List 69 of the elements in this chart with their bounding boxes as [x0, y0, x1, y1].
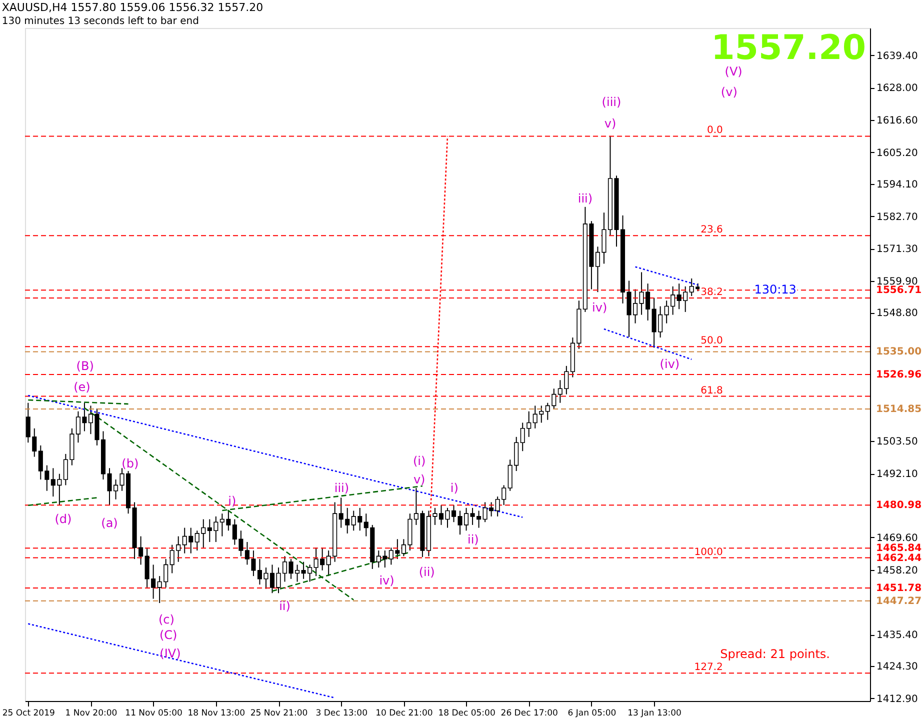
x-tick-label: 10 Dec 21:00 — [376, 708, 433, 718]
ref-line-label: 1465.84 — [876, 543, 922, 554]
x-tick-label: 3 Dec 13:00 — [316, 708, 368, 718]
annotation: iv) — [379, 574, 394, 588]
annotation: (V) — [724, 64, 742, 79]
annotation: iii) — [578, 191, 593, 206]
y-tick-label: 1412.90 — [876, 694, 918, 705]
chart-subtitle: 130 minutes 13 seconds left to bar end — [2, 16, 199, 27]
annotation: (iii) — [602, 95, 622, 110]
y-tick-label: 1582.70 — [876, 212, 918, 223]
annotation: 127.2 — [694, 662, 723, 674]
y-tick-label: 1435.40 — [876, 630, 918, 642]
annotation: (d) — [54, 512, 72, 526]
annotation: (b) — [122, 456, 139, 471]
annotation: 50.0 — [700, 336, 723, 347]
chart-title: XAUUSD,H4 1557.80 1559.06 1556.32 1557.20 — [2, 1, 264, 14]
x-tick-label: 6 Jan 05:00 — [568, 708, 616, 718]
x-tick-label: 26 Dec 17:00 — [500, 708, 558, 718]
y-tick-label: 1503.50 — [876, 436, 918, 448]
ref-line-label: 1514.85 — [876, 404, 922, 415]
annotation: (iv) — [660, 357, 680, 372]
y-tick-label: 1458.20 — [876, 565, 918, 576]
ref-line-label: 1556.71 — [876, 285, 922, 296]
y-tick-label: 1605.20 — [876, 148, 918, 159]
annotation: (B) — [76, 358, 94, 373]
x-tick-label: 18 Nov 13:00 — [188, 708, 246, 718]
y-tick-label: 1594.10 — [876, 179, 918, 190]
ref-line-label: 1451.78 — [876, 583, 922, 594]
annotation: (i) — [412, 454, 426, 468]
y-tick-label: 1628.00 — [876, 83, 918, 94]
annotation: 38.2 — [700, 287, 723, 298]
ref-line-label: 1447.27 — [876, 596, 922, 607]
annotation: i) — [228, 494, 236, 508]
annotation: v) — [604, 116, 616, 130]
y-tick-label: 1548.80 — [876, 308, 918, 320]
x-tick-label: 13 Jan 13:00 — [628, 708, 682, 718]
annotation: (e) — [74, 380, 90, 394]
y-tick-label: 1616.60 — [876, 116, 918, 127]
annotation: (C) — [159, 628, 178, 642]
ref-line-label: 1526.96 — [876, 370, 922, 381]
annotation: 23.6 — [700, 224, 723, 236]
annotation: (c) — [158, 612, 174, 626]
annotation: i) — [450, 481, 458, 496]
annotation: (IV) — [160, 646, 181, 661]
annotation: ii) — [467, 532, 479, 546]
annotation: (ii) — [418, 564, 435, 579]
x-tick-label: 18 Dec 05:00 — [438, 708, 496, 718]
annotation: 100.0 — [694, 546, 723, 558]
annotation: ii) — [279, 598, 290, 613]
annotation: (a) — [101, 516, 118, 530]
y-tick-label: 1639.40 — [876, 50, 918, 62]
annotation: iv) — [592, 300, 608, 315]
x-tick-label: 25 Oct 2019 — [2, 708, 55, 718]
x-tick-label: 11 Nov 05:00 — [125, 708, 182, 718]
annotation: 61.8 — [700, 385, 723, 396]
annotation: (v) — [720, 85, 738, 100]
y-tick-label: 1492.10 — [876, 469, 918, 480]
y-tick-label: 1571.30 — [876, 244, 918, 256]
annotation: v) — [413, 472, 426, 487]
y-tick-label: 1469.60 — [876, 532, 918, 544]
x-tick-label: 1 Nov 20:00 — [65, 708, 118, 718]
annotation: iii) — [334, 481, 350, 496]
ref-line-label: 1462.44 — [876, 552, 922, 564]
ref-line-label: 1480.98 — [876, 500, 922, 512]
annotation: 0.0 — [707, 125, 723, 136]
ref-line-label: 1535.00 — [876, 346, 922, 358]
y-tick-label: 1424.30 — [876, 662, 918, 673]
annotation: Spread: 21 points. — [720, 647, 830, 661]
x-tick-label: 25 Nov 21:00 — [250, 708, 308, 718]
